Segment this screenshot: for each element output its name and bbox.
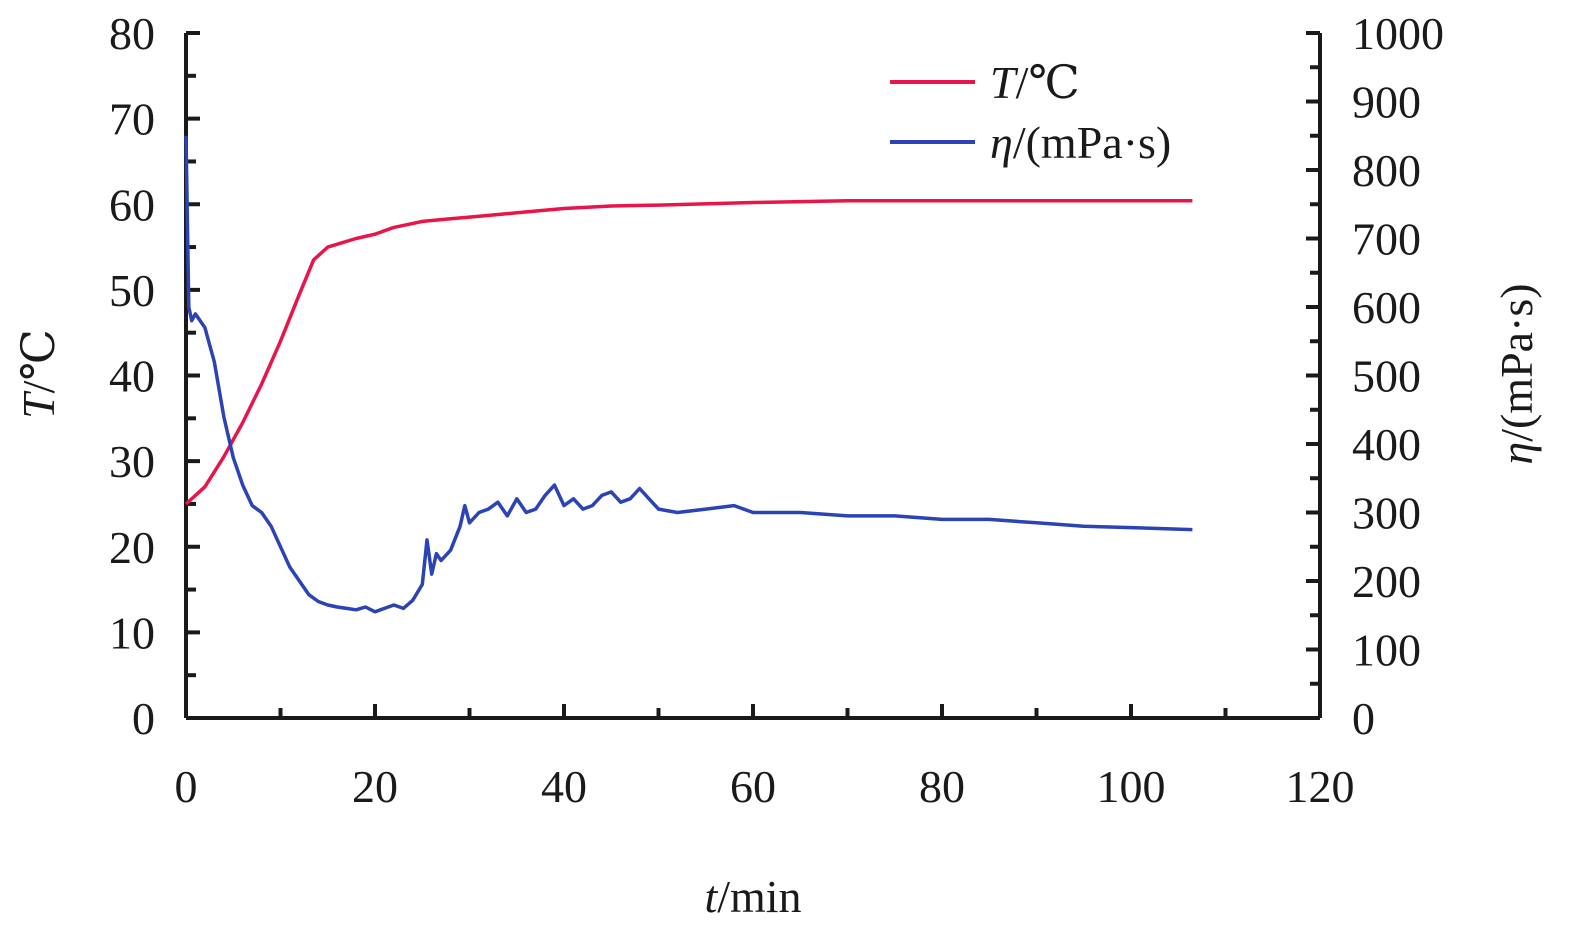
- y-right-tick-label: 200: [1352, 556, 1421, 607]
- series-line-temperature: [184, 199, 1193, 506]
- y-left-axis-unit: /℃: [13, 329, 64, 393]
- y-right-axis-title: η/(mPa·s): [1491, 283, 1542, 464]
- x-tick-label: 100: [1097, 761, 1166, 812]
- y-right-axis-ticks: 0 100 200 300 400 500 600 700 800 900 1000: [1306, 8, 1444, 744]
- legend-label-temperature: T/℃: [990, 57, 1080, 108]
- x-axis-var: t: [704, 871, 718, 922]
- x-tick-label: 20: [352, 761, 398, 812]
- series-layer: [184, 135, 1193, 614]
- legend-unit-viscosity: /(mPa·s): [1013, 117, 1171, 168]
- legend-var-temperature: T: [990, 57, 1019, 108]
- y-right-tick-label: 700: [1352, 214, 1421, 265]
- y-right-tick-label: 600: [1352, 282, 1421, 333]
- y-right-tick-label: 100: [1352, 625, 1421, 676]
- y-left-tick-label: 10: [109, 607, 155, 658]
- x-tick-label: 40: [541, 761, 587, 812]
- y-right-axis-unit: /(mPa·s): [1491, 283, 1542, 441]
- legend: T/℃ η/(mPa·s): [890, 57, 1171, 168]
- legend-label-viscosity: η/(mPa·s): [990, 117, 1171, 168]
- y-left-tick-label: 70: [109, 94, 155, 145]
- x-axis-title: t/min: [704, 871, 801, 922]
- y-left-tick-label: 30: [109, 436, 155, 487]
- y-right-tick-label: 500: [1352, 351, 1421, 402]
- legend-unit-temperature: /℃: [1016, 57, 1080, 108]
- series-line-viscosity: [184, 135, 1193, 614]
- y-right-tick-label: 0: [1352, 693, 1375, 744]
- x-tick-label: 60: [730, 761, 776, 812]
- y-left-tick-label: 20: [109, 522, 155, 573]
- x-tick-label: 0: [175, 761, 198, 812]
- y-left-tick-label: 50: [109, 265, 155, 316]
- x-axis-unit: /min: [717, 871, 801, 922]
- y-left-axis-ticks: 0 10 20 30 40 50 60 70 80: [109, 8, 200, 744]
- y-right-tick-label: 300: [1352, 488, 1421, 539]
- y-left-tick-label: 60: [109, 179, 155, 230]
- y-left-tick-label: 40: [109, 351, 155, 402]
- y-left-tick-label: 0: [132, 693, 155, 744]
- y-right-tick-label: 900: [1352, 77, 1421, 128]
- y-left-axis-title: T/℃: [13, 329, 64, 419]
- y-left-tick-label: 80: [109, 8, 155, 59]
- x-tick-label: 120: [1286, 761, 1355, 812]
- x-tick-label: 80: [919, 761, 965, 812]
- y-right-tick-label: 400: [1352, 419, 1421, 470]
- y-left-axis-var: T: [13, 390, 64, 419]
- y-right-tick-label: 1000: [1352, 8, 1444, 59]
- legend-var-viscosity: η: [990, 117, 1013, 168]
- y-right-axis-var: η: [1491, 442, 1542, 465]
- x-axis-ticks: 0 20 40 60 80 100 120: [175, 704, 1355, 812]
- y-right-tick-label: 800: [1352, 145, 1421, 196]
